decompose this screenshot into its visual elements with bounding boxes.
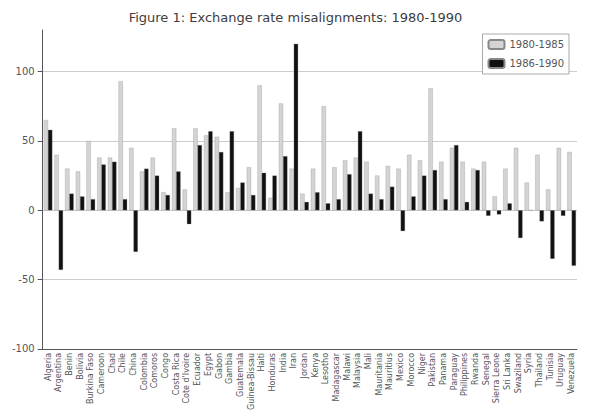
svg-text:Argentina: Argentina bbox=[54, 353, 63, 392]
svg-text:Costa Rica: Costa Rica bbox=[172, 353, 181, 395]
svg-text:Thailand: Thailand bbox=[535, 353, 544, 388]
svg-text:Paraguay: Paraguay bbox=[450, 353, 459, 391]
svg-text:India: India bbox=[279, 353, 288, 373]
svg-text:1980-1985: 1980-1985 bbox=[509, 39, 564, 50]
svg-text:Iran: Iran bbox=[289, 353, 298, 369]
svg-text:Figure 1: Exchange rate misali: Figure 1: Exchange rate misalignments: 1… bbox=[129, 10, 463, 25]
svg-text:Chile: Chile bbox=[118, 353, 127, 373]
svg-text:Swaziland: Swaziland bbox=[514, 353, 523, 393]
svg-text:-50: -50 bbox=[18, 274, 34, 285]
svg-text:Comoros: Comoros bbox=[150, 353, 159, 388]
svg-text:100: 100 bbox=[16, 66, 35, 77]
svg-text:Mauritania: Mauritania bbox=[375, 353, 384, 396]
svg-text:Mauritius: Mauritius bbox=[385, 353, 394, 390]
svg-text:Colombia: Colombia bbox=[140, 353, 149, 391]
svg-text:Bolivia: Bolivia bbox=[76, 353, 85, 380]
svg-text:Uruguay: Uruguay bbox=[556, 353, 565, 387]
svg-text:Syria: Syria bbox=[524, 353, 533, 373]
svg-text:0: 0 bbox=[28, 205, 34, 216]
svg-text:Chad: Chad bbox=[108, 353, 117, 374]
svg-text:Egypt: Egypt bbox=[204, 353, 213, 376]
svg-text:Venezuela: Venezuela bbox=[567, 353, 576, 394]
svg-text:Gambia: Gambia bbox=[225, 353, 234, 384]
svg-text:Algeria: Algeria bbox=[44, 353, 53, 381]
svg-text:Benin: Benin bbox=[65, 353, 74, 376]
svg-text:Kenya: Kenya bbox=[311, 353, 320, 378]
svg-text:Tunisia: Tunisia bbox=[546, 353, 555, 381]
svg-text:Guinea-Bissau: Guinea-Bissau bbox=[247, 353, 256, 410]
svg-text:Burkina Faso: Burkina Faso bbox=[86, 353, 95, 404]
svg-text:Cameroon: Cameroon bbox=[97, 353, 106, 394]
svg-text:Madagascar: Madagascar bbox=[332, 352, 341, 401]
svg-text:Sierra Leone: Sierra Leone bbox=[492, 353, 501, 403]
svg-text:Sri Lanka: Sri Lanka bbox=[503, 353, 512, 390]
svg-text:50: 50 bbox=[22, 135, 35, 146]
svg-text:Morocco: Morocco bbox=[407, 353, 416, 387]
svg-text:Philippines: Philippines bbox=[460, 353, 469, 396]
svg-text:Haiti: Haiti bbox=[257, 353, 266, 372]
svg-text:Malawi: Malawi bbox=[343, 353, 352, 381]
svg-text:-100: -100 bbox=[12, 343, 35, 354]
svg-text:Senegal: Senegal bbox=[482, 353, 491, 385]
svg-text:Jordan: Jordan bbox=[300, 353, 309, 379]
svg-text:Honduras: Honduras bbox=[268, 353, 277, 392]
svg-text:1986-1990: 1986-1990 bbox=[509, 58, 564, 69]
svg-text:Mali: Mali bbox=[364, 353, 373, 369]
svg-text:Rwanda: Rwanda bbox=[471, 353, 480, 385]
svg-text:Lesotho: Lesotho bbox=[321, 353, 330, 385]
svg-text:Pakistan: Pakistan bbox=[428, 353, 437, 387]
svg-text:Congo: Congo bbox=[161, 353, 170, 379]
svg-text:Gabon: Gabon bbox=[215, 353, 224, 379]
svg-text:China: China bbox=[129, 353, 138, 376]
svg-text:Mexico: Mexico bbox=[396, 353, 405, 381]
svg-text:Panama: Panama bbox=[439, 353, 448, 385]
svg-text:Cote d'Ivoire: Cote d'Ivoire bbox=[182, 353, 191, 404]
svg-text:Niger: Niger bbox=[418, 352, 427, 374]
svg-text:Ecuador: Ecuador bbox=[193, 352, 202, 385]
svg-text:Malaysia: Malaysia bbox=[353, 353, 362, 388]
svg-text:Guatemala: Guatemala bbox=[236, 353, 245, 397]
